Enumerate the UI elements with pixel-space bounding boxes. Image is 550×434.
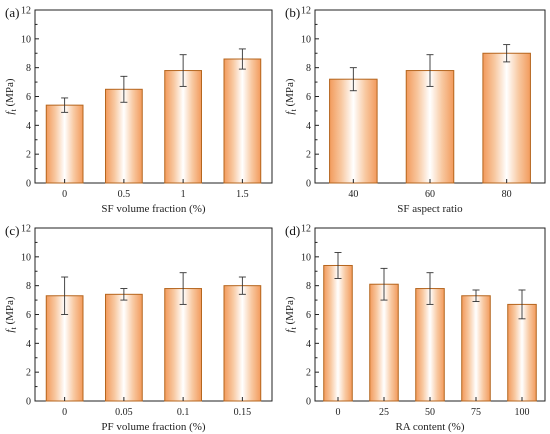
y-tick-label: 0 bbox=[306, 179, 311, 190]
bar bbox=[105, 293, 143, 402]
x-axis-label: SF aspect ratio bbox=[397, 203, 463, 215]
y-axis-label: ft (MPa) bbox=[4, 296, 18, 332]
x-tick-label: 100 bbox=[515, 407, 530, 418]
x-tick-label: 0.15 bbox=[234, 407, 252, 418]
y-tick-label: 6 bbox=[26, 310, 31, 321]
y-tick-label: 0 bbox=[306, 397, 311, 408]
y-tick-label: 0 bbox=[26, 397, 31, 408]
y-tick-label: 10 bbox=[301, 34, 311, 45]
y-tick-label: 12 bbox=[21, 224, 31, 235]
chart-panel-b: 0 2 4 6 8 10 12(b) ft (MPa) 40 60 80 SF aspect rati… bbox=[284, 5, 546, 215]
x-tick-label: 0.1 bbox=[177, 407, 190, 418]
x-tick-label: 40 bbox=[348, 189, 358, 200]
bar bbox=[415, 288, 445, 402]
panel-label: (a) bbox=[5, 5, 19, 20]
y-tick-label: 4 bbox=[26, 339, 31, 350]
x-tick-label: 75 bbox=[471, 407, 481, 418]
x-tick-label: 1.5 bbox=[236, 189, 249, 200]
panel-label: (d) bbox=[285, 223, 300, 238]
bar bbox=[461, 295, 491, 402]
y-tick-label: 8 bbox=[26, 281, 31, 292]
y-tick-label: 8 bbox=[26, 63, 31, 74]
x-axis-label: SF volume fraction (%) bbox=[101, 203, 206, 215]
y-tick-label: 2 bbox=[306, 368, 311, 379]
y-tick-label: 6 bbox=[306, 92, 311, 103]
bar bbox=[223, 58, 262, 184]
bar bbox=[105, 88, 143, 184]
chart-panel-a: 0 2 4 6 8 10 12(a) ft (MPa) 0 0.5 1 1.5 SF volume fr… bbox=[4, 5, 273, 215]
x-tick-label: 0 bbox=[336, 407, 341, 418]
y-axis-label: ft (MPa) bbox=[4, 78, 18, 114]
x-tick-label: 0 bbox=[62, 189, 67, 200]
y-tick-label: 10 bbox=[21, 34, 31, 45]
x-tick-label: 60 bbox=[425, 189, 435, 200]
bar bbox=[369, 283, 399, 402]
x-tick-label: 0 bbox=[62, 407, 67, 418]
y-tick-label: 12 bbox=[21, 6, 31, 17]
bar bbox=[164, 288, 202, 402]
x-tick-label: 0.5 bbox=[118, 189, 131, 200]
bar bbox=[482, 52, 531, 184]
chart-panel-d: 0 2 4 6 8 10 12(d) ft (MPa) 0 25 50 75 100 RA content… bbox=[284, 223, 546, 433]
panel-label: (b) bbox=[285, 5, 300, 20]
y-tick-label: 2 bbox=[306, 150, 311, 161]
x-tick-label: 50 bbox=[425, 407, 435, 418]
y-axis-label: ft (MPa) bbox=[284, 296, 298, 332]
bar bbox=[223, 285, 262, 402]
x-axis-label: PF volume fraction (%) bbox=[101, 421, 206, 433]
y-axis-label: ft (MPa) bbox=[284, 78, 298, 114]
x-tick-label: 80 bbox=[502, 189, 512, 200]
y-tick-label: 12 bbox=[301, 6, 311, 17]
bar bbox=[405, 70, 455, 184]
bar bbox=[329, 78, 378, 184]
y-tick-label: 6 bbox=[306, 310, 311, 321]
y-tick-label: 10 bbox=[301, 252, 311, 263]
y-tick-label: 2 bbox=[26, 150, 31, 161]
y-tick-label: 8 bbox=[306, 63, 311, 74]
y-tick-label: 0 bbox=[26, 179, 31, 190]
bar bbox=[323, 264, 353, 402]
x-tick-label: 1 bbox=[181, 189, 186, 200]
y-tick-label: 2 bbox=[26, 368, 31, 379]
chart-panel-c: 0 2 4 6 8 10 12(c) ft (MPa) 0 0.05 0.1 0.15 PF volum… bbox=[4, 223, 273, 433]
y-tick-label: 4 bbox=[306, 339, 311, 350]
y-tick-label: 6 bbox=[26, 92, 31, 103]
x-tick-label: 25 bbox=[379, 407, 389, 418]
x-axis-label: RA content (%) bbox=[395, 421, 464, 433]
y-tick-label: 10 bbox=[21, 252, 31, 263]
bar bbox=[45, 104, 84, 184]
bar bbox=[507, 303, 537, 402]
panel-label: (c) bbox=[5, 223, 19, 238]
x-tick-label: 0.05 bbox=[115, 407, 133, 418]
bar bbox=[164, 70, 202, 184]
y-tick-label: 12 bbox=[301, 224, 311, 235]
y-tick-label: 4 bbox=[306, 121, 311, 132]
y-tick-label: 8 bbox=[306, 281, 311, 292]
y-tick-label: 4 bbox=[26, 121, 31, 132]
